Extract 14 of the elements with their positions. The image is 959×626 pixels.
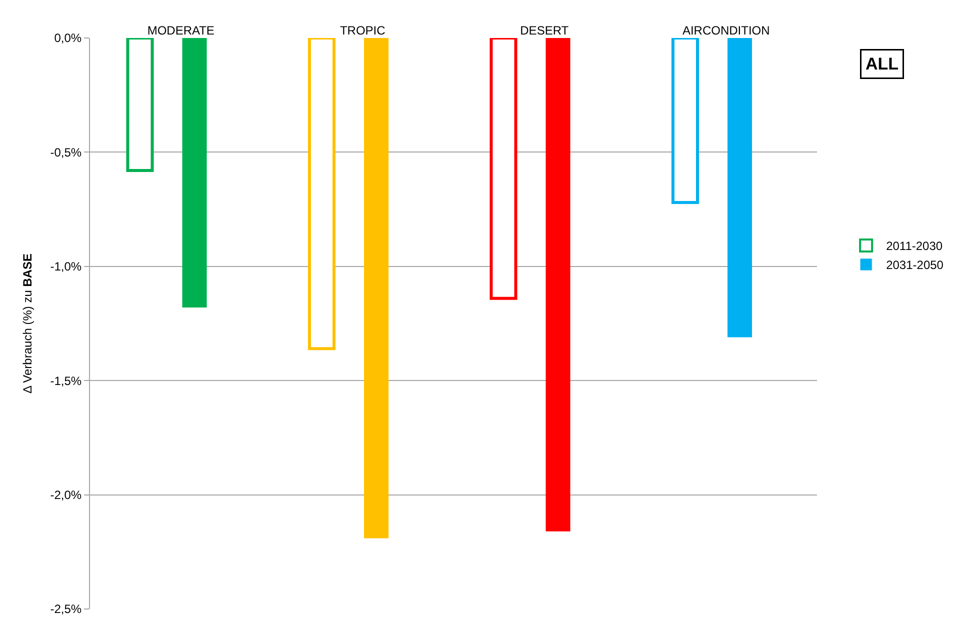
y-tick-label: -2,5% (50, 602, 82, 616)
x-tick-label: TROPIC (340, 24, 386, 38)
y-tick-label: -0,5% (50, 145, 82, 160)
y-tick-label: -1,5% (50, 374, 82, 388)
x-tick-label: MODERATE (147, 24, 214, 38)
x-tick-label: AIRCONDITION (682, 24, 770, 38)
text: ALL (866, 54, 899, 74)
x-tick-label: DESERT (520, 24, 570, 38)
y-tick-label: 0,0% (54, 31, 82, 46)
y-tick-label: -1,0% (50, 260, 82, 274)
y-tick-label: -2,0% (50, 488, 82, 502)
y-axis-title: Δ Verbrauch (%) zu BASE (20, 253, 35, 394)
legend-label: 2031-2050 (886, 258, 944, 272)
legend-label: 2011-2030 (886, 239, 943, 254)
